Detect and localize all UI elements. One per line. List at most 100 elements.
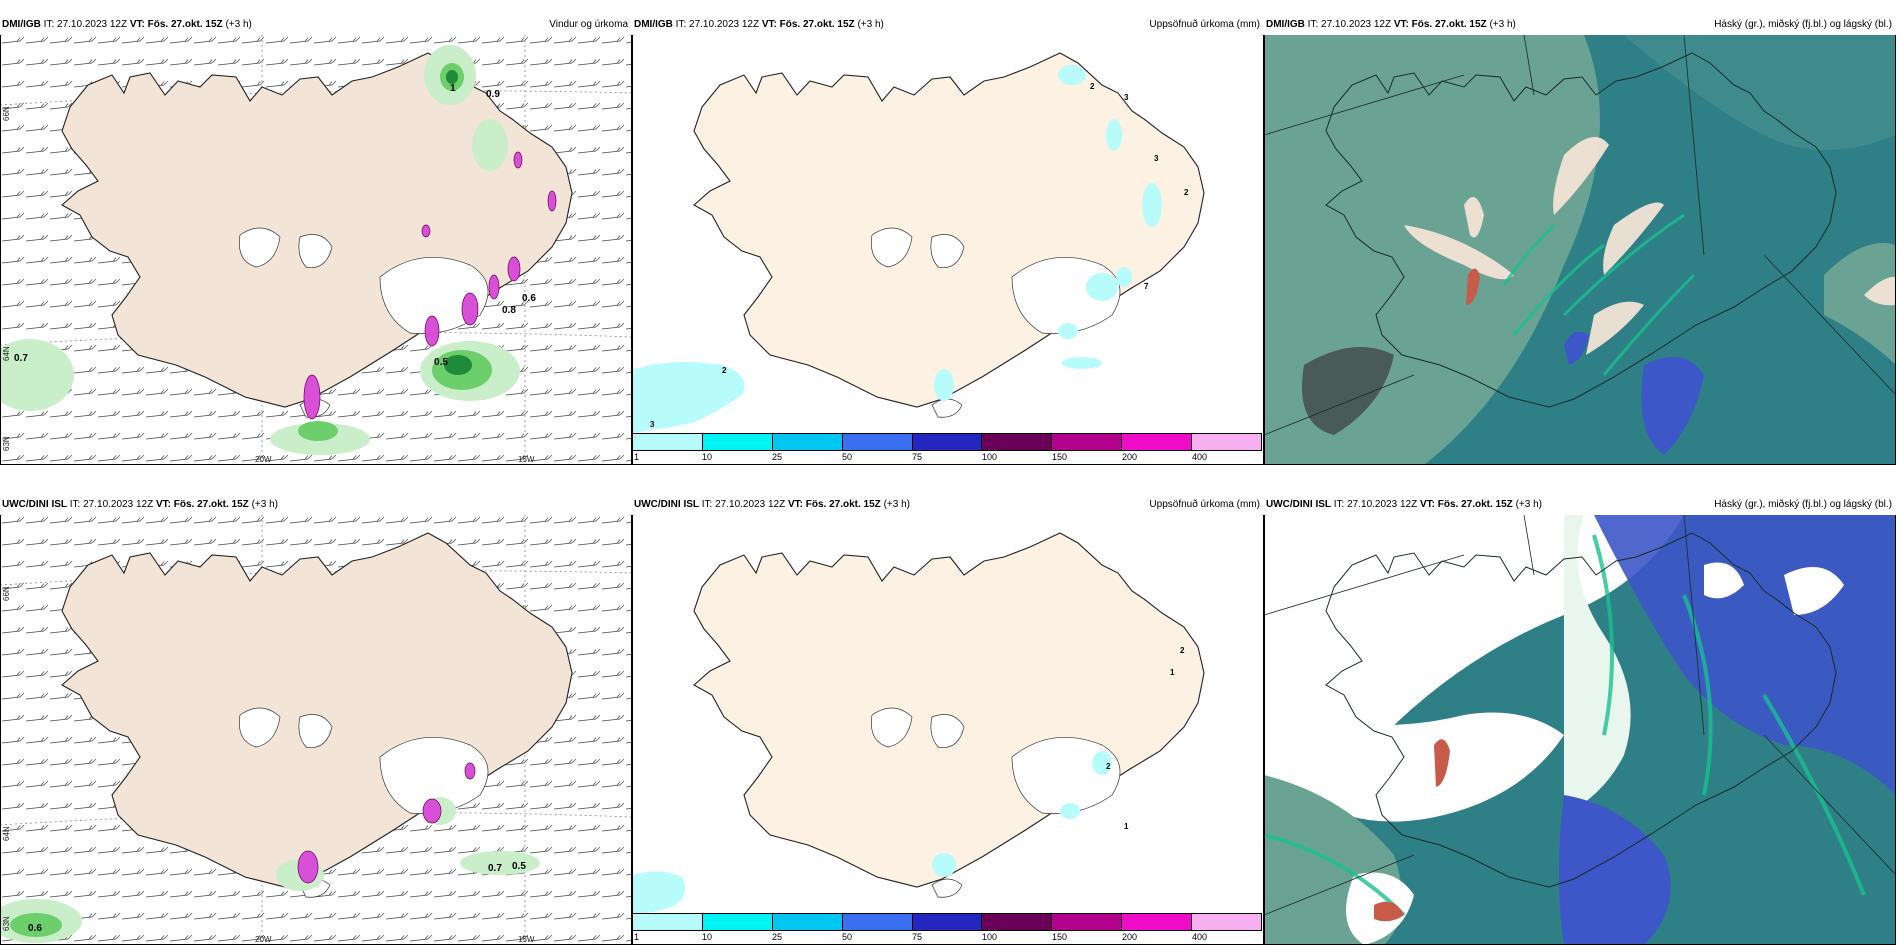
colorbar-tick: 10 — [702, 932, 713, 942]
panel-title: Háský (gr.), miðský (fj.bl.) og lágský (… — [1714, 499, 1892, 510]
panel-dmi-accum-precip: DMI/IGB IT: 27.10.2023 12Z VT: Fös. 27.o… — [632, 15, 1264, 465]
colorbar-tick: 150 — [1052, 932, 1068, 942]
valid-time-label: VT: — [787, 499, 803, 510]
precip-value-label: 1 — [450, 83, 456, 94]
valid-time-label: VT: — [129, 19, 145, 30]
colorbar-segment — [1192, 914, 1262, 930]
lon-label-15w: 15W — [518, 455, 535, 464]
init-time-label: IT: — [1307, 19, 1319, 30]
map-canvas: 0.7 0.5 0.6 — [0, 515, 632, 945]
valid-time-value: Fös. 27.okt. 15Z — [1437, 499, 1513, 510]
colorbar-segment — [912, 434, 983, 450]
map-canvas: 2 1 2 1 — [632, 515, 1264, 945]
lead-time: (+3 h) — [883, 499, 910, 510]
precip-value-label: 3 — [1154, 154, 1159, 163]
lon-label-20w: 20W — [255, 935, 272, 944]
valid-time-label: VT: — [761, 19, 777, 30]
init-time-label: IT: — [675, 19, 687, 30]
precip-value-label: 1 — [1170, 668, 1175, 677]
colorbar-segment — [1122, 434, 1193, 450]
panel-dmi-clouds: DMI/IGB IT: 27.10.2023 12Z VT: Fös. 27.o… — [1264, 15, 1896, 465]
colorbar-tick: 100 — [982, 452, 998, 462]
colorbar-segment — [842, 914, 913, 930]
panel-uwc-accum-precip: UWC/DINI ISL IT: 27.10.2023 12Z VT: Fös.… — [632, 495, 1264, 945]
lead-time: (+3 h) — [225, 19, 252, 30]
valid-time-value: Fös. 27.okt. 15Z — [779, 19, 855, 30]
colorbar-segment — [633, 914, 703, 930]
lead-time: (+3 h) — [857, 19, 884, 30]
valid-time-label: VT: — [1393, 19, 1409, 30]
map-canvas: 0.9 0.8 0.6 0.7 1 0.5 — [0, 35, 632, 465]
precip-value-label: 1 — [1124, 822, 1129, 831]
init-time-value: 27.10.2023 12Z — [57, 19, 128, 30]
valid-time-value: Fös. 27.okt. 15Z — [173, 499, 249, 510]
colorbar-segment — [702, 914, 773, 930]
valid-time-value: Fös. 27.okt. 15Z — [805, 499, 881, 510]
panel-uwc-clouds: UWC/DINI ISL IT: 27.10.2023 12Z VT: Fös.… — [1264, 495, 1896, 945]
colorbar-tick: 1 — [634, 452, 640, 462]
panel-header: UWC/DINI ISL IT: 27.10.2023 12Z VT: Fös.… — [1264, 495, 1896, 515]
model-name: DMI/IGB — [2, 19, 41, 30]
colorbar-tick: 400 — [1192, 452, 1208, 462]
precip-value-label: 2 — [1106, 762, 1111, 771]
colorbar-tick: 1 — [634, 932, 640, 942]
colorbar-segment — [982, 914, 1053, 930]
valid-time-value: Fös. 27.okt. 15Z — [1411, 19, 1487, 30]
model-name: DMI/IGB — [634, 19, 673, 30]
colorbar-segment — [1192, 434, 1262, 450]
lon-label-20w: 20W — [255, 455, 272, 464]
colorbar-tick: 25 — [772, 452, 783, 462]
map-canvas: 2 3 3 2 7 2 3 — [632, 35, 1264, 465]
lat-label-66n: 66N — [2, 106, 11, 121]
precip-value-label: 2 — [722, 366, 727, 375]
model-name: UWC/DINI ISL — [1266, 499, 1331, 510]
valid-time-label: VT: — [1419, 499, 1435, 510]
precip-value-label: 0.6 — [28, 923, 42, 934]
precip-colorbar — [632, 433, 1262, 451]
panel-header: DMI/IGB IT: 27.10.2023 12Z VT: Fös. 27.o… — [0, 15, 632, 35]
init-time-label: IT: — [43, 19, 55, 30]
lon-label-15w: 15W — [518, 935, 535, 944]
lead-time: (+3 h) — [1515, 499, 1542, 510]
model-name: UWC/DINI ISL — [634, 499, 699, 510]
colorbar-segment — [633, 434, 703, 450]
precip-value-label: 0.6 — [522, 293, 536, 304]
colorbar-tick: 75 — [912, 932, 923, 942]
init-time-value: 27.10.2023 12Z — [1321, 19, 1392, 30]
valid-time-value: Fös. 27.okt. 15Z — [147, 19, 223, 30]
model-name: DMI/IGB — [1266, 19, 1305, 30]
colorbar-segment — [772, 434, 843, 450]
panel-header: DMI/IGB IT: 27.10.2023 12Z VT: Fös. 27.o… — [632, 15, 1264, 35]
precip-value-label: 3 — [1124, 93, 1129, 102]
model-name: UWC/DINI ISL — [2, 499, 67, 510]
iceland-outline — [1325, 52, 1837, 408]
precip-value-label: 2 — [1090, 82, 1095, 91]
precip-value-label: 0.7 — [14, 353, 28, 364]
iceland-outline — [1325, 532, 1837, 888]
colorbar-tick: 10 — [702, 452, 713, 462]
panel-title: Vindur og úrkoma — [549, 19, 628, 30]
colorbar-tick: 50 — [842, 932, 853, 942]
colorbar-tick: 400 — [1192, 932, 1208, 942]
valid-time-label: VT: — [155, 499, 171, 510]
panel-header: UWC/DINI ISL IT: 27.10.2023 12Z VT: Fös.… — [0, 495, 632, 515]
colorbar-segment — [702, 434, 773, 450]
colorbar-tick: 25 — [772, 932, 783, 942]
panel-header: UWC/DINI ISL IT: 27.10.2023 12Z VT: Fös.… — [632, 495, 1264, 515]
colorbar-tick: 200 — [1122, 452, 1138, 462]
init-time-label: IT: — [1333, 499, 1345, 510]
precip-colorbar — [632, 913, 1262, 931]
lat-label-64n: 64N — [2, 346, 11, 361]
panel-title: Uppsöfnuð úrkoma (mm) — [1149, 19, 1260, 30]
panel-title: Háský (gr.), miðský (fj.bl.) og lágský (… — [1714, 19, 1892, 30]
lead-time: (+3 h) — [251, 499, 278, 510]
precip-value-label: 7 — [1144, 282, 1149, 291]
panel-title: Uppsöfnuð úrkoma (mm) — [1149, 499, 1260, 510]
colorbar-tick: 200 — [1122, 932, 1138, 942]
colorbar-segment — [982, 434, 1053, 450]
colorbar-tick: 100 — [982, 932, 998, 942]
precip-value-label: 2 — [1184, 188, 1189, 197]
precip-value-label: 0.7 — [488, 863, 502, 874]
colorbar-segment — [1052, 434, 1123, 450]
